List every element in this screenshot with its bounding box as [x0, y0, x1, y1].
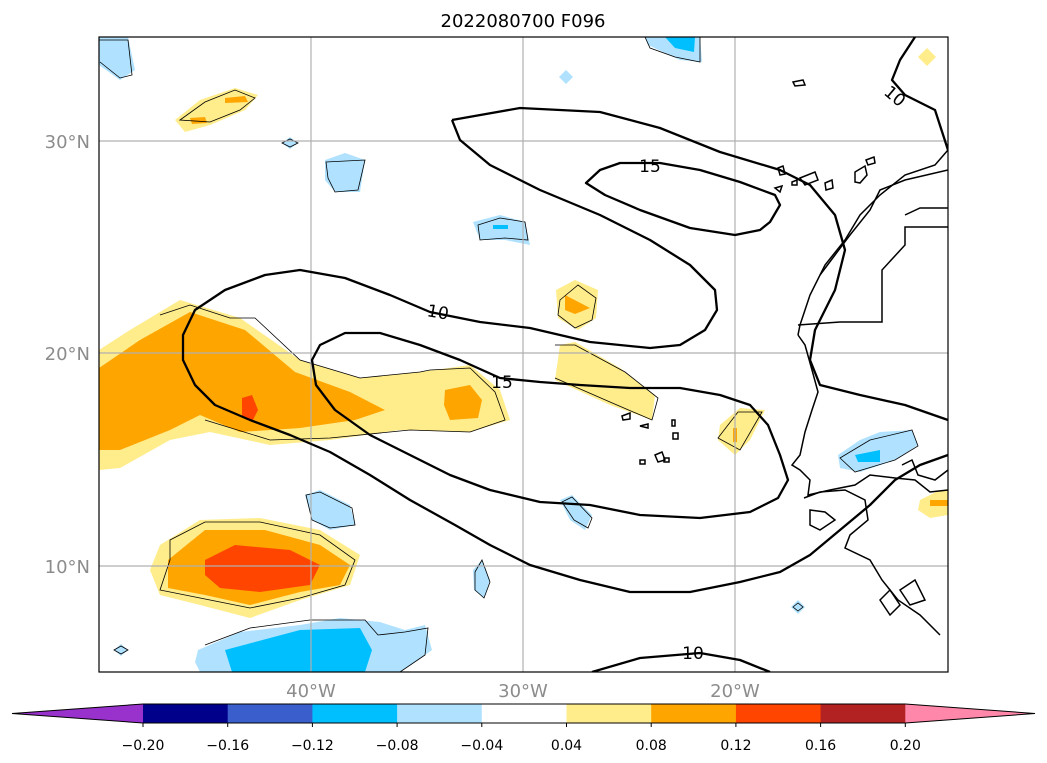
negative-anomaly-region: [114, 644, 128, 656]
contour-10-northeast: [890, 37, 948, 151]
negative-anomaly-region: [559, 70, 573, 84]
colorbar-tick-label: −0.08: [376, 738, 419, 754]
negative-anomaly-region: [305, 490, 355, 530]
contour-label: 10: [425, 301, 450, 324]
colorbar-tick-label: −0.16: [206, 738, 249, 754]
map-panel: 10 15 15 10 10: [99, 37, 948, 672]
lat-label: 20°N: [45, 344, 90, 365]
bold-contours: [181, 37, 948, 672]
colorbar-tick-label: 0.20: [890, 738, 921, 754]
latitude-labels: 30°N 20°N 10°N: [45, 132, 90, 578]
colorbar-extend-low: [12, 704, 143, 723]
coastlines: [621, 79, 948, 636]
contour-label: 10: [682, 644, 704, 664]
contour-label: 15: [639, 157, 661, 177]
negative-anomaly-region: [473, 215, 530, 245]
colorbar-segment: [143, 704, 229, 723]
shaded-field: [99, 37, 948, 672]
contour-10-main: [181, 119, 948, 594]
positive-anomaly-region: [99, 312, 385, 450]
grid-lines: [99, 37, 948, 672]
positive-anomaly-region: [930, 500, 948, 506]
positive-anomaly-region: [242, 395, 258, 422]
colorbar-segment: [312, 704, 398, 723]
positive-anomaly-region: [205, 545, 320, 592]
contour-10-south: [591, 651, 771, 672]
colorbar-tick-label: 0.08: [636, 738, 667, 754]
colorbar-segment: [820, 704, 906, 723]
lat-label: 30°N: [45, 132, 90, 153]
colorbar-tick-label: 0.04: [551, 738, 582, 754]
contour-10-main: [451, 106, 948, 422]
longitude-labels: 40°W 30°W 20°W: [286, 681, 760, 702]
positive-anomaly-region: [225, 96, 248, 103]
positive-anomaly-region: [555, 342, 655, 420]
lon-label: 40°W: [286, 681, 336, 702]
negative-anomaly-region: [99, 37, 135, 80]
contour-15-east: [584, 161, 782, 237]
contour-15-west: [310, 331, 790, 520]
positive-anomaly-region: [444, 385, 482, 420]
negative-anomaly-region: [493, 225, 508, 229]
colorbar-segment: [566, 704, 652, 723]
colorbar-tick-label: −0.12: [291, 738, 334, 754]
negative-anomaly-region: [665, 37, 695, 52]
negative-anomaly-region: [225, 628, 372, 672]
colorbar-tick-label: 0.12: [720, 738, 751, 754]
contour-label: 15: [491, 373, 513, 393]
colorbar-segment: [481, 704, 567, 723]
colorbar-tick-label: 0.16: [805, 738, 836, 754]
positive-anomaly-region: [718, 408, 765, 455]
negative-anomaly-region: [791, 600, 805, 614]
colorbar-tick-label: −0.20: [122, 738, 165, 754]
positive-anomaly-region: [918, 48, 936, 66]
colorbar-extend-high: [905, 704, 1035, 723]
positive-anomaly-region: [565, 295, 590, 314]
lon-label: 20°W: [710, 681, 760, 702]
negative-anomaly-region: [855, 450, 880, 462]
negative-anomaly-region: [282, 137, 298, 149]
lat-label: 10°N: [45, 557, 90, 578]
colorbar-segment: [651, 704, 737, 723]
colorbar-tick-label: −0.04: [460, 738, 503, 754]
positive-anomaly-region: [190, 117, 207, 124]
map-frame: [98, 36, 949, 673]
colorbar: −0.20 −0.16 −0.12 −0.08 −0.04 0.04 0.08 0.12 0.1…: [11, 703, 1036, 754]
colorbar-segment: [397, 704, 483, 723]
lon-label: 30°W: [498, 681, 548, 702]
map-title: 2022080700 F096: [441, 11, 606, 32]
colorbar-segment: [735, 704, 822, 723]
negative-anomaly-region: [325, 153, 365, 192]
colorbar-segment: [227, 704, 313, 723]
